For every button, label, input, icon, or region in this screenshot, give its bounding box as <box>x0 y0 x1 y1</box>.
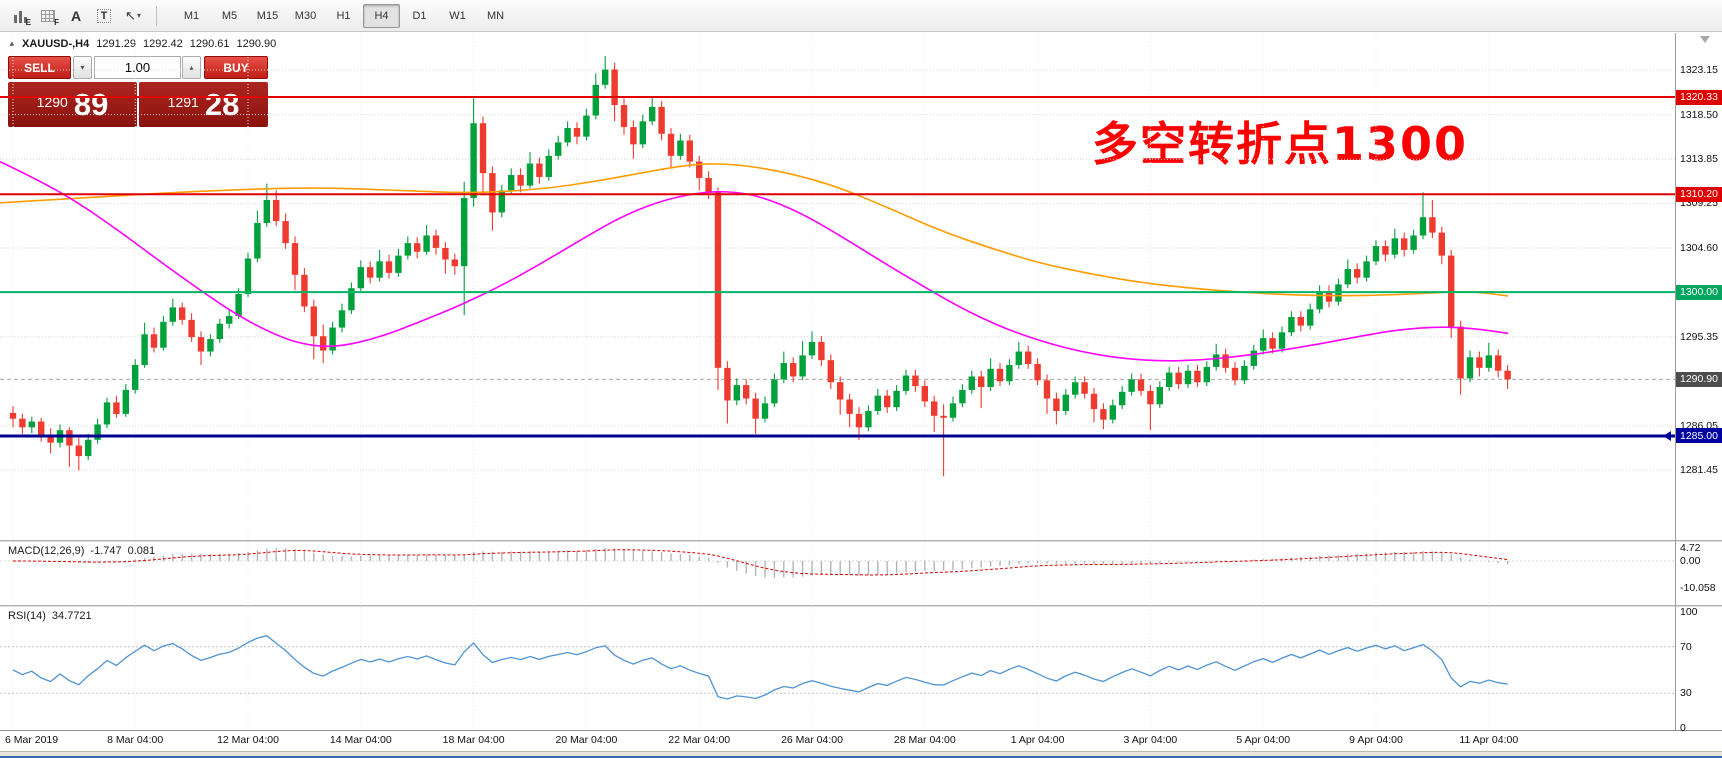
price-line-badge-1300.00: 1300.00 <box>1676 284 1722 300</box>
quote-low: 1290.61 <box>189 38 230 50</box>
toolbar-separator <box>156 5 157 26</box>
time-axis-border <box>0 730 1722 731</box>
chart-title-quote: XAUUSD-,H4 1291.29 1292.42 1290.61 1290.… <box>22 38 276 50</box>
time-axis-label: 26 Mar 04:00 <box>781 734 843 746</box>
horizontal-line-objects[interactable] <box>0 96 1675 438</box>
chart-text-annotation[interactable]: 多空转折点1300 <box>1092 117 1469 171</box>
volume-input[interactable] <box>94 56 181 79</box>
rsi-pane-canvas[interactable] <box>0 607 1675 730</box>
rsi-axis-label: 0 <box>1680 722 1686 734</box>
price-line-badge-1285.00: 1285.00 <box>1676 428 1722 444</box>
pane-separator-rsi[interactable] <box>0 605 1722 607</box>
symbol-label: XAUUSD-,H4 <box>22 38 90 50</box>
macd-signal-line <box>12 549 1508 576</box>
price-axis-label: 1295.35 <box>1680 330 1718 343</box>
macd-axis-label: -10.058 <box>1680 581 1716 594</box>
macd-histogram <box>21 548 1509 578</box>
time-axis-label: 12 Mar 04:00 <box>217 734 279 746</box>
rsi-indicator-label: RSI(14) 34.7721 <box>8 610 92 622</box>
time-axis-label: 14 Mar 04:00 <box>329 734 392 746</box>
macd-axis-label: 4.72 <box>1680 542 1701 555</box>
macd-signal-value: 0.081 <box>127 545 156 557</box>
horizontal-gridlines <box>0 69 1675 471</box>
pane-separator-macd[interactable] <box>0 540 1722 542</box>
price-axis-label: 1281.45 <box>1680 464 1718 476</box>
rsi-name: RSI(14) <box>8 610 46 622</box>
time-axis-label: 9 Apr 04:00 <box>1349 734 1403 746</box>
cursor-dropdown-icon[interactable]: ↖ ▾ <box>125 7 141 23</box>
sell-button[interactable]: SELL <box>8 56 71 79</box>
macd-axis-label: 0.00 <box>1680 555 1701 567</box>
rsi-value: 34.7721 <box>51 610 92 622</box>
volume-spin-up-button[interactable]: ▴ <box>182 56 201 79</box>
price-chart-canvas[interactable] <box>0 33 1675 540</box>
quote-high: 1292.42 <box>143 38 183 50</box>
hline-arrow-marker <box>1663 430 1671 441</box>
bid-price-big: 89 <box>73 87 109 122</box>
macd-name: MACD(12,26,9) <box>8 545 85 557</box>
time-axis-label: 22 Mar 04:00 <box>668 734 731 746</box>
time-axis-label: 28 Mar 04:00 <box>893 734 956 746</box>
price-line-badge-1320.33: 1320.33 <box>1676 89 1722 105</box>
quote-close: 1290.90 <box>236 38 277 50</box>
textbox-icon[interactable]: T <box>90 3 118 29</box>
ma-slow-line[interactable] <box>0 163 1509 297</box>
tf-button-W1[interactable]: W1 <box>449 9 466 22</box>
tf-button-M5[interactable]: M5 <box>221 9 238 22</box>
time-axis-label: 20 Mar 04:00 <box>555 734 618 746</box>
text-label-icon[interactable]: A <box>70 7 82 24</box>
timeframe-group: M1 M5 M15 M30 H1 H4 D1 W1 MN <box>173 3 514 28</box>
tf-button-M1[interactable]: M1 <box>183 9 200 22</box>
chart-bars-icon[interactable]: E <box>6 3 34 29</box>
chart-shift-marker-icon[interactable] <box>1700 36 1710 43</box>
window-bottom-edge <box>0 756 1722 758</box>
bid-price-box[interactable]: 1290 89 <box>8 82 137 127</box>
tf-button-D1[interactable]: D1 <box>412 9 427 22</box>
tf-button-H4[interactable]: H4 <box>363 3 400 28</box>
rsi-line <box>12 634 1508 700</box>
rsi-axis-label: 100 <box>1680 606 1698 618</box>
time-axis-label: 5 Apr 04:00 <box>1236 734 1291 746</box>
bottom-strip <box>0 751 1722 758</box>
price-axis-label: 1323.15 <box>1680 64 1718 76</box>
top-toolbar: E F A T ↖ ▾ M1 M5 M15 M30 H1 H4 D1 W1 MN <box>0 0 1722 32</box>
quote-open: 1291.29 <box>96 38 136 50</box>
time-axis-label: 11 Apr 04:00 <box>1459 734 1519 746</box>
candlesticks <box>9 56 1511 477</box>
ask-price-big: 28 <box>204 87 240 122</box>
price-axis-label: 1313.85 <box>1680 153 1718 166</box>
tf-button-M30[interactable]: M30 <box>294 9 317 22</box>
rsi-axis-label: 70 <box>1680 640 1692 653</box>
price-axis-label: 1318.50 <box>1680 108 1718 121</box>
macd-main-value: -1.747 <box>90 545 122 557</box>
price-line-badge-1310.20: 1310.20 <box>1676 186 1722 202</box>
time-axis-label: 6 Mar 2019 <box>5 734 59 746</box>
price-axis-label: 1304.60 <box>1680 241 1718 254</box>
grid-icon[interactable]: F <box>34 3 62 29</box>
time-axis-label: 18 Mar 04:00 <box>442 734 505 746</box>
buy-button[interactable]: BUY <box>204 56 268 79</box>
vertical-gridlines <box>12 542 1490 605</box>
time-axis-label: 3 Apr 04:00 <box>1123 734 1178 746</box>
one-click-panel-toggle-icon[interactable]: ▲ <box>8 39 16 48</box>
time-axis[interactable]: 6 Mar 2019 8 Mar 04:00 12 Mar 04:00 14 Mar … <box>0 731 1722 751</box>
vertical-gridlines <box>12 607 1490 730</box>
tf-button-H1[interactable]: H1 <box>336 9 351 22</box>
time-axis-label: 1 Apr 04:00 <box>1010 734 1065 746</box>
tf-button-MN[interactable]: MN <box>486 9 505 22</box>
tf-button-M15[interactable]: M15 <box>256 9 279 22</box>
volume-spin-down-button[interactable]: ▾ <box>73 56 92 79</box>
rsi-axis-label: 30 <box>1680 687 1692 700</box>
current-price-badge: 1290.90 <box>1676 371 1722 387</box>
time-axis-label: 8 Mar 04:00 <box>107 734 164 746</box>
macd-pane-canvas[interactable] <box>0 542 1675 605</box>
price-axis-border <box>1675 33 1676 730</box>
vertical-gridlines <box>12 33 1490 540</box>
macd-indicator-label: MACD(12,26,9) -1.747 0.081 <box>8 545 155 557</box>
